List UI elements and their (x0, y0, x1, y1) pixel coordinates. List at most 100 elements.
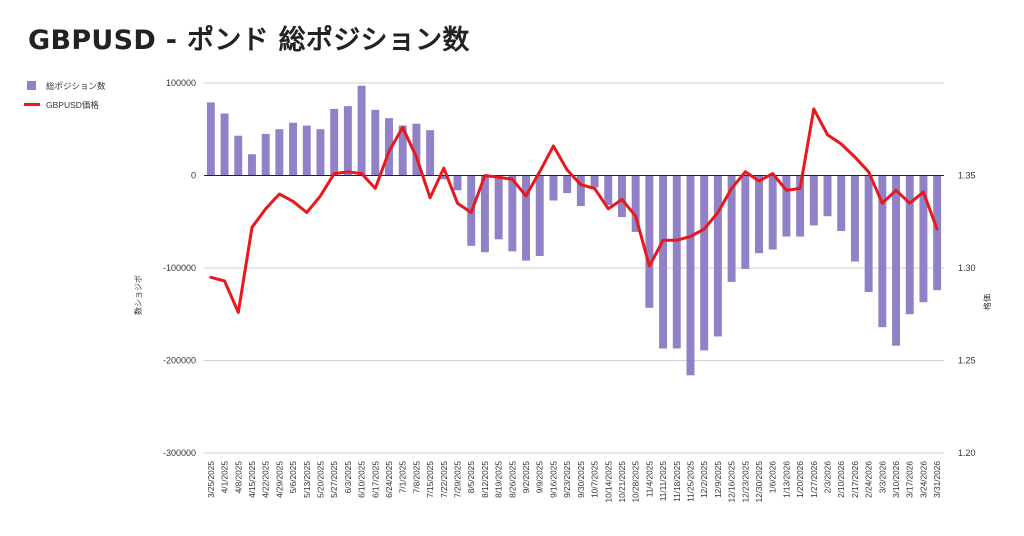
bar (672, 175, 681, 349)
bar (563, 175, 572, 194)
x-tick-label: 7/1/2025 (398, 461, 408, 494)
bar (837, 175, 846, 231)
x-tick-label: 4/8/2025 (233, 461, 243, 494)
x-tick-label: 1/13/2026 (781, 461, 791, 498)
bar (713, 175, 722, 337)
x-tick-label: 9/16/2025 (548, 461, 558, 498)
x-tick-label: 10/14/2025 (603, 461, 613, 503)
bar (905, 175, 914, 315)
x-tick-label: 7/29/2025 (453, 461, 463, 498)
bar (645, 175, 654, 308)
bar (439, 175, 448, 180)
x-tick-label: 2/17/2026 (850, 461, 860, 498)
chart-title: GBPUSD - ポンド 総ポジション数 (28, 25, 470, 56)
x-tick-label: 10/28/2025 (631, 461, 641, 503)
legend-label-price: GBPUSD価格 (46, 99, 99, 110)
chart-legend: 総ポジション数 GBPUSD価格 (24, 76, 106, 114)
x-tick-label: 8/19/2025 (494, 461, 504, 498)
x-tick-label: 5/13/2025 (302, 461, 312, 498)
x-tick-label: 3/24/2026 (918, 461, 928, 498)
legend-item-price: GBPUSD価格 (24, 95, 106, 114)
x-tick-label: 11/4/2025 (644, 461, 654, 498)
bar (480, 175, 489, 253)
x-tick-label: 9/23/2025 (562, 461, 572, 498)
x-tick-label: 3/31/2026 (932, 461, 942, 498)
bar (809, 175, 818, 226)
legend-bar-swatch (27, 81, 36, 90)
bar (549, 175, 558, 201)
x-tick-label: 5/20/2025 (315, 461, 325, 498)
x-tick-label: 6/3/2025 (343, 461, 353, 494)
bar (343, 106, 352, 176)
bar (933, 175, 942, 291)
bar (700, 175, 709, 351)
x-tick-label: 11/25/2025 (685, 461, 695, 502)
bar (535, 175, 544, 256)
x-tick-label: 10/7/2025 (590, 461, 600, 498)
bar (796, 175, 805, 237)
y-right-tick-label: 1.35 (958, 171, 976, 181)
bar (576, 175, 585, 207)
x-tick-label: 12/16/2025 (727, 461, 737, 503)
bar (261, 133, 270, 176)
bar (316, 129, 325, 176)
x-tick-label: 2/24/2026 (864, 461, 874, 498)
bar (275, 129, 284, 176)
bar (878, 175, 887, 328)
price-line (209, 107, 939, 314)
bar (850, 175, 859, 262)
y-left-tick-label: 0 (191, 171, 196, 181)
bar (453, 175, 462, 191)
bar (508, 175, 517, 252)
bar (247, 154, 256, 176)
x-tick-label: 2/3/2026 (823, 461, 833, 494)
bar (686, 175, 695, 376)
y-left-tick-label: -200000 (163, 356, 196, 366)
y-left-axis-title: 数ショジボ (133, 275, 143, 315)
x-tick-label: 11/11/2025 (658, 461, 668, 502)
y-left-tick-label: -300000 (163, 448, 196, 458)
x-tick-label: 9/30/2025 (576, 461, 586, 498)
x-tick-label: 1/6/2026 (768, 461, 778, 494)
bar (206, 102, 215, 176)
y-right-tick-label: 1.20 (958, 448, 976, 458)
bar (412, 123, 421, 176)
bar (357, 85, 366, 176)
x-tick-label: 12/9/2025 (713, 461, 723, 498)
bar (494, 175, 503, 240)
x-tick-label: 4/1/2025 (220, 461, 230, 494)
x-tick-label: 8/12/2025 (480, 461, 490, 498)
legend-item-positions: 総ポジション数 (24, 76, 106, 95)
x-tick-label: 3/10/2026 (891, 461, 901, 498)
x-tick-label: 4/15/2025 (247, 461, 257, 498)
x-tick-label: 12/30/2025 (754, 461, 764, 503)
bar (741, 175, 750, 269)
x-tick-label: 12/2/2025 (699, 461, 709, 498)
bar (727, 175, 736, 282)
bar (659, 175, 668, 349)
x-tick-label: 5/6/2025 (288, 461, 298, 494)
x-tick-label: 7/22/2025 (439, 461, 449, 498)
bar (782, 175, 791, 237)
bar (289, 122, 298, 176)
bar (864, 175, 873, 293)
x-tick-label: 1/20/2026 (795, 461, 805, 498)
x-tick-label: 6/10/2025 (357, 461, 367, 498)
x-tick-label: 1/27/2026 (809, 461, 819, 498)
legend-label-positions: 総ポジション数 (46, 80, 106, 91)
bar (371, 109, 380, 176)
bar (385, 118, 393, 176)
x-tick-label: 7/8/2025 (411, 461, 421, 494)
x-tick-label: 3/3/2026 (877, 461, 887, 494)
bar (590, 175, 599, 188)
bar (302, 125, 311, 176)
bar (768, 175, 777, 250)
x-tick-label: 6/17/2025 (370, 461, 380, 498)
bar (426, 130, 435, 176)
bar (398, 125, 407, 176)
legend-line-swatch (24, 103, 40, 106)
x-tick-label: 10/21/2025 (617, 461, 627, 503)
x-tick-label: 5/27/2025 (329, 461, 339, 498)
y-right-axis-title: 格価 (982, 294, 992, 310)
